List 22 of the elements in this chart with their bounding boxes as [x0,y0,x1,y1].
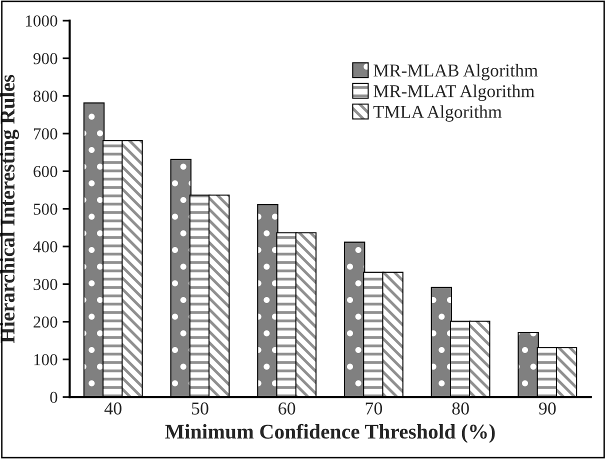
y-tick-label: 600 [34,166,58,178]
y-tick-label: 100 [34,354,58,366]
y-tick-label: 800 [34,90,58,102]
y-tick-label: 300 [34,278,58,290]
x-axis-title: Minimum Confidence Threshold (%) [165,424,495,443]
y-tick-label: 900 [33,52,58,64]
legend-label: MR-MLAT Algorithm [374,84,534,102]
y-tick-label: 1000 [26,15,58,27]
x-tick-label: 80 [452,402,469,415]
x-tick-label: 90 [538,402,556,415]
y-tick-label: 200 [34,316,58,328]
y-tick-label: 0 [50,392,58,403]
x-tick-label: 40 [104,402,122,415]
x-tick-label: 60 [278,402,296,415]
y-tick-label: 400 [33,241,58,252]
y-tick-label: 700 [34,128,58,140]
y-tick-label: 500 [34,204,58,215]
legend-label: TMLA Algorithm [373,105,502,122]
x-tick-label: 50 [192,402,208,415]
legend-label: MR-MLAB Algorithm [374,64,538,80]
y-axis-title: Hierarchical Interesting Rules [0,74,19,343]
x-tick-label: 70 [366,402,382,415]
